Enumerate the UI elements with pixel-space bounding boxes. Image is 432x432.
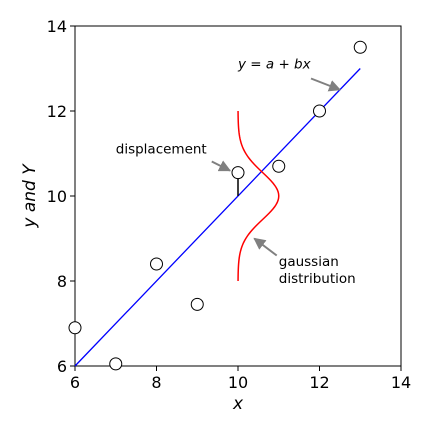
displacement-annotation: displacement	[116, 142, 207, 158]
y-axis-label: y and Y	[20, 163, 40, 229]
data-point-0	[68, 321, 82, 335]
data-point-7	[353, 40, 367, 54]
gaussian-curve	[237, 110, 280, 282]
y-tick-label-4: 14	[47, 17, 67, 36]
x-axis-label: x	[232, 394, 244, 414]
data-point-6	[313, 104, 326, 118]
gaussian-annotation-line1: gaussian	[279, 254, 339, 270]
axis-ticks: 6 8 10 12 14 6 8 10 12 14	[47, 17, 412, 392]
x-tick-label-1: 8	[151, 373, 161, 392]
x-tick-label-0: 6	[70, 373, 80, 392]
equation-arrow	[310, 77, 341, 92]
y-tick-label-3: 12	[47, 102, 67, 121]
data-point-2	[150, 257, 163, 271]
y-tick-label-0: 6	[57, 357, 67, 376]
x-tick-label-4: 14	[391, 373, 411, 392]
data-point-5	[272, 159, 286, 173]
x-tick-label-2: 10	[228, 373, 248, 392]
displacement-arrow	[211, 160, 232, 172]
data-points	[68, 40, 367, 371]
data-point-3	[190, 297, 204, 311]
y-tick-label-1: 8	[57, 272, 67, 291]
equation-annotation: y = a + bx	[237, 57, 312, 73]
regression-line	[74, 68, 361, 367]
data-point-1	[109, 357, 123, 371]
x-tick-label-3: 12	[309, 373, 329, 392]
data-point-4	[231, 166, 245, 180]
y-tick-label-2: 10	[47, 187, 67, 206]
gaussian-annotation-line2: distribution	[279, 271, 356, 287]
gaussian-arrow	[253, 237, 278, 257]
